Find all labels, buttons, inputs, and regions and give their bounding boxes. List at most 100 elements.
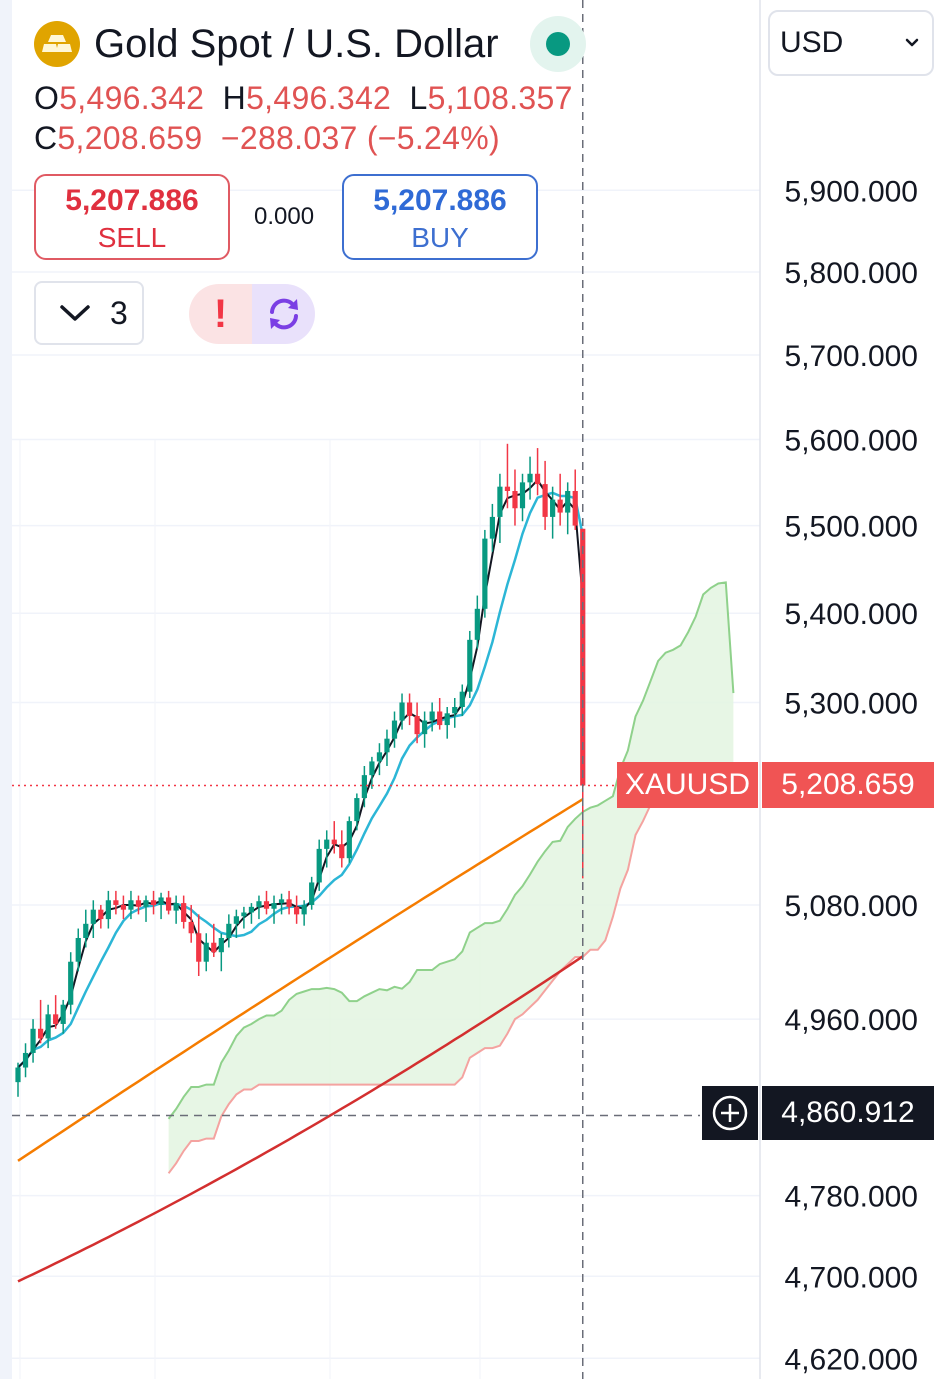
- candle-body: [120, 904, 127, 910]
- candle-body: [565, 490, 571, 513]
- candle-body: [399, 702, 405, 721]
- sell-price: 5,207.886: [65, 184, 199, 217]
- candle-body: [294, 906, 300, 915]
- symbol-title: Gold Spot / U.S. Dollar: [94, 21, 499, 66]
- candle-body: [331, 839, 337, 845]
- high-label: H: [222, 80, 247, 116]
- candle-body: [527, 473, 533, 483]
- indicators-toggle-button[interactable]: 3: [34, 281, 144, 345]
- candle-body: [512, 490, 518, 509]
- currency-value: USD: [780, 26, 844, 59]
- indicators-count: 3: [110, 294, 128, 331]
- currency-select[interactable]: USD: [768, 10, 934, 76]
- close-value: 5,208.659: [57, 120, 203, 156]
- candle-body: [211, 942, 217, 953]
- candle-body: [422, 720, 428, 735]
- candle-body: [158, 897, 164, 905]
- open-label: O: [34, 80, 60, 116]
- close-label: C: [34, 120, 58, 156]
- low-value: 5,108.357: [427, 80, 573, 116]
- candle-body: [22, 1052, 29, 1068]
- candle-body: [391, 720, 398, 739]
- sell-button[interactable]: 5,207.886 SELL: [34, 174, 230, 260]
- refresh-button[interactable]: [252, 284, 315, 344]
- candle-body: [173, 903, 179, 911]
- candle-body: [53, 1014, 59, 1024]
- candle-body: [75, 937, 81, 962]
- candle-body: [429, 711, 435, 721]
- gold-bars-icon: [34, 21, 80, 67]
- candle-body: [241, 912, 247, 917]
- candle-body: [37, 1028, 44, 1039]
- y-axis-tick-label: 5,900.000: [785, 175, 918, 208]
- candle-body: [339, 844, 345, 859]
- candle-body: [406, 702, 413, 717]
- candle-body: [90, 909, 96, 924]
- candle-body: [45, 1014, 51, 1039]
- y-axis-tick-label: 4,620.000: [785, 1343, 918, 1376]
- candle-body: [361, 775, 367, 799]
- y-axis-tick-label: 5,700.000: [785, 340, 918, 373]
- candle-body: [105, 900, 111, 920]
- y-axis-tick-label: 5,500.000: [785, 511, 918, 544]
- candle-body: [542, 484, 548, 517]
- candle-body: [369, 761, 375, 776]
- candle-body: [474, 608, 480, 640]
- y-axis-tick-label: 5,300.000: [785, 687, 918, 720]
- candle-body: [557, 499, 563, 513]
- candle-body: [580, 528, 586, 786]
- buy-button[interactable]: 5,207.886 BUY: [342, 174, 538, 260]
- ohlc-row-2: C5,208.659 −288.037 (−5.24%): [34, 120, 500, 157]
- market-open-dot-icon: [546, 32, 570, 56]
- buy-label: BUY: [411, 222, 469, 253]
- candle-body: [459, 691, 465, 708]
- market-status[interactable]: [530, 16, 586, 72]
- spread-value: 0.000: [254, 203, 315, 230]
- sell-label: SELL: [97, 222, 167, 253]
- candle-body: [519, 482, 526, 509]
- candle-body: [384, 738, 390, 753]
- add-alert-button[interactable]: [702, 1086, 758, 1140]
- candle-body: [68, 961, 74, 1005]
- candle-body: [30, 1028, 36, 1053]
- candle-body: [60, 1004, 66, 1024]
- y-axis-tick-label: 4,960.000: [785, 1004, 918, 1037]
- candle-body: [248, 906, 255, 913]
- y-axis-tick-label: 4,780.000: [785, 1181, 918, 1214]
- candle-body: [482, 538, 488, 609]
- candle-body: [497, 486, 503, 517]
- crosshair-price-label: 4,860.912: [762, 1086, 934, 1140]
- candle-body: [166, 897, 172, 911]
- candle-body: [444, 713, 450, 726]
- open-value: 5,496.342: [59, 80, 205, 116]
- cloud-span-a: [167, 581, 735, 1120]
- candle-body: [150, 900, 157, 905]
- y-axis-tick-label: 5,800.000: [785, 257, 918, 290]
- candle-body: [218, 937, 224, 953]
- change-value: −288.037 (−5.24%): [220, 120, 500, 156]
- candle-body: [316, 848, 322, 883]
- candle-body: [188, 921, 194, 934]
- high-value: 5,496.342: [246, 80, 392, 116]
- last-price-label: 5,208.659: [762, 762, 934, 808]
- candle-body: [376, 752, 383, 762]
- candle-body: [128, 900, 134, 910]
- y-axis-tick-label: 4,700.000: [785, 1261, 918, 1294]
- candle-body: [135, 900, 142, 907]
- symbol-header[interactable]: Gold Spot / U.S. Dollar: [34, 16, 499, 72]
- candle-body: [324, 839, 330, 849]
- data-problem-button[interactable]: !: [189, 284, 252, 344]
- candle-body: [534, 473, 541, 485]
- chevron-down-icon: [60, 305, 90, 321]
- candle-body: [256, 901, 262, 907]
- candle-body: [437, 711, 443, 726]
- buy-price: 5,207.886: [373, 184, 507, 217]
- left-edge-strip: [0, 0, 12, 1379]
- candle-body: [278, 899, 285, 904]
- plus-circle-icon: [712, 1095, 748, 1131]
- candle-body: [181, 903, 187, 922]
- candle-body: [354, 798, 360, 822]
- candle-body: [226, 923, 232, 938]
